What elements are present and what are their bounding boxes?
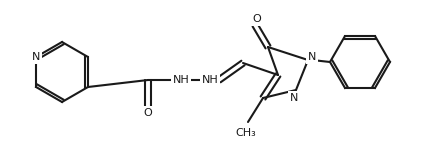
Text: O: O bbox=[144, 108, 152, 118]
Text: NH: NH bbox=[201, 75, 219, 85]
Text: NH: NH bbox=[173, 75, 189, 85]
Text: N: N bbox=[308, 52, 316, 62]
Text: N: N bbox=[290, 93, 298, 103]
Text: CH₃: CH₃ bbox=[236, 128, 256, 138]
Text: O: O bbox=[253, 14, 261, 24]
Text: N: N bbox=[32, 52, 40, 62]
